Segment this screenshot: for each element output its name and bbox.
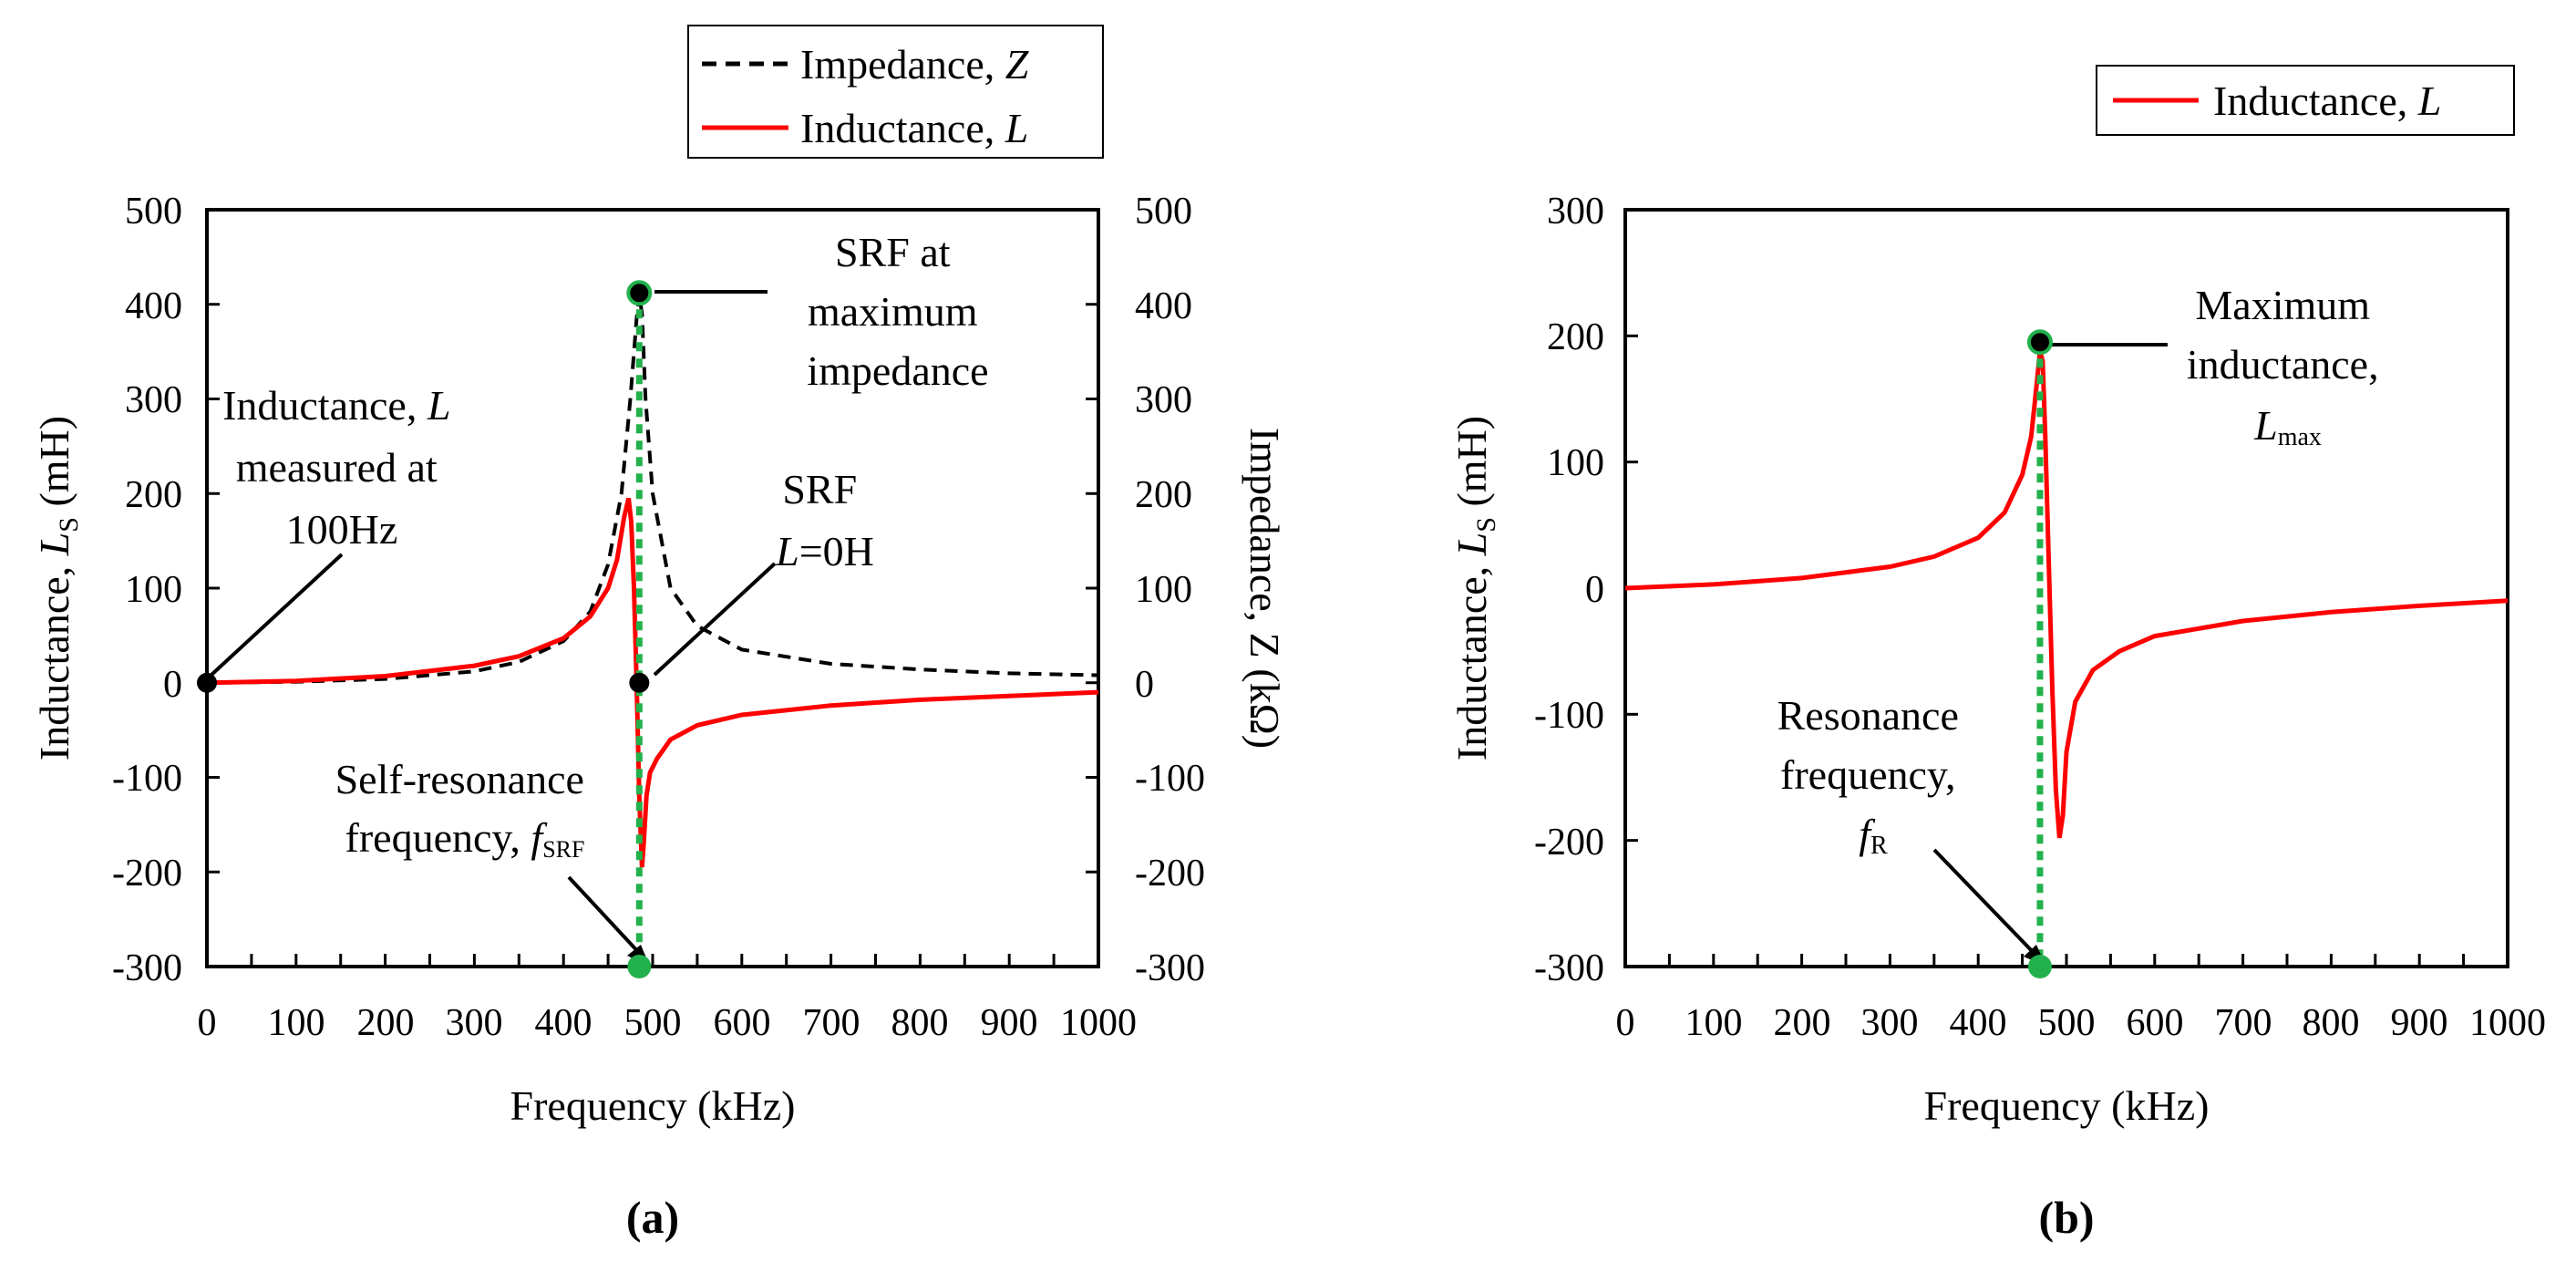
x-tick-a: 500	[624, 1002, 682, 1044]
x-tick-a: 200	[357, 1002, 415, 1044]
y2-tick-a: 300	[1135, 379, 1192, 421]
y-tick-a: -100	[112, 758, 182, 800]
x-tick-a: 900	[981, 1002, 1038, 1044]
x-tick-a: 700	[803, 1002, 860, 1044]
x-tick-b: 400	[1950, 1002, 2007, 1044]
y-tick-a: 100	[125, 569, 182, 611]
pointer-line-fsrf	[567, 875, 643, 957]
inductance-line-b	[1624, 350, 2509, 839]
x-tick-b: 700	[2215, 1002, 2272, 1044]
annotation-100hz: Inductance, L measured at 100Hz	[222, 382, 461, 553]
y-tick-a: -200	[112, 853, 182, 895]
annotation-fsrf: Self-resonance frequency, fSRF	[335, 756, 595, 863]
x-tick-a: 400	[535, 1002, 592, 1044]
panel-label-a: (a)	[626, 1192, 679, 1243]
point-marker-b	[2027, 955, 2052, 978]
y-tick-b: 200	[1547, 316, 1604, 358]
panel-label-b: (b)	[2038, 1192, 2094, 1243]
x-tick-a: 100	[268, 1002, 325, 1044]
x-tick-a: 800	[891, 1002, 949, 1044]
y-tick-a: 300	[125, 379, 182, 421]
point-marker-a	[629, 672, 650, 693]
y-tick-a: 200	[125, 474, 182, 516]
y-tick-a: -300	[112, 947, 182, 989]
y2-axis-label-a: Impedance, Z (kΩ)	[1242, 428, 1288, 749]
y-ticklabels-a: 500 400 300 200 100 0 -100 -200 -300	[112, 191, 182, 989]
legend-a-inductance-label: Inductance, L	[800, 105, 1028, 151]
point-marker-a	[627, 955, 652, 978]
x-tick-b: 500	[2038, 1002, 2096, 1044]
chart-a: Impedance, Z Inductance, L 0 100 200 300…	[31, 25, 1288, 1243]
legend-a-box	[687, 25, 1104, 159]
pointer-line-fr	[1932, 848, 2038, 957]
x-ticklabels-b: 0 100 200 300 400 500 600 700 800 900 10…	[1616, 1002, 2547, 1044]
y2-ticklabels-a: 500 400 300 200 100 0 -100 -200 -300	[1135, 191, 1205, 989]
x-tick-b: 300	[1861, 1002, 1919, 1044]
x-tick-b: 1000	[2469, 1002, 2546, 1044]
x-tick-a: 600	[714, 1002, 771, 1044]
y2-tick-a: 0	[1135, 664, 1154, 706]
y-tick-b: 100	[1547, 442, 1604, 484]
annotation-srf-max: SRF at maximum impedance	[807, 229, 988, 394]
x-tick-a: 0	[198, 1002, 217, 1044]
annotation-lmax: Maximum inductance, Lmax	[2187, 282, 2389, 451]
x-tick-b: 100	[1685, 1002, 1743, 1044]
y2-tick-a: 100	[1135, 569, 1192, 611]
y2-tick-a: 500	[1135, 191, 1192, 233]
annotation-srf-zero: SRF L=0H	[775, 466, 874, 574]
y2-tick-a: -300	[1135, 947, 1205, 989]
y-axis-label-a: Inductance, LS (mH)	[31, 416, 84, 760]
point-marker-a	[197, 672, 217, 693]
y2-tick-a: -100	[1135, 758, 1205, 800]
y-tick-a: 500	[125, 191, 182, 233]
y-tick-b: 0	[1585, 569, 1604, 611]
x-tick-b: 600	[2127, 1002, 2184, 1044]
point-marker-b	[2026, 329, 2053, 356]
chart-b: Inductance, L 0 100 200 300 400 500 600 …	[1448, 65, 2547, 1243]
y-tick-b: 300	[1547, 191, 1604, 233]
pointer-line-srf-zero	[653, 562, 777, 677]
ticks-a	[205, 208, 1100, 968]
y-tick-b: -200	[1534, 822, 1604, 864]
x-tick-a: 300	[446, 1002, 503, 1044]
x-tick-b: 200	[1774, 1002, 1831, 1044]
y-tick-b: -100	[1534, 695, 1604, 737]
x-axis-label-b: Frequency (kHz)	[1924, 1082, 2210, 1129]
ticks-b	[1623, 208, 2509, 968]
annotation-fr: Resonance frequency, fR	[1777, 692, 1970, 860]
y-tick-b: -300	[1534, 947, 1604, 989]
y2-tick-a: 200	[1135, 474, 1192, 516]
x-tick-b: 900	[2391, 1002, 2448, 1044]
x-tick-a: 1000	[1060, 1002, 1137, 1044]
legend-a-impedance-label: Impedance, Z	[800, 41, 1029, 88]
y-axis-label-b: Inductance, LS (mH)	[1448, 416, 1501, 760]
x-tick-b: 800	[2303, 1002, 2360, 1044]
y2-tick-a: -200	[1135, 853, 1205, 895]
y-ticklabels-b: 300 200 100 0 -100 -200 -300	[1534, 191, 1604, 989]
x-axis-label-a: Frequency (kHz)	[510, 1082, 796, 1129]
pointer-line-100hz	[210, 553, 344, 677]
point-marker-a	[626, 280, 653, 306]
x-ticklabels-a: 0 100 200 300 400 500 600 700 800 900 10…	[198, 1002, 1138, 1044]
impedance-line-a	[206, 295, 1099, 685]
legend-b-inductance-label: Inductance, L	[2213, 78, 2441, 124]
y-tick-a: 400	[125, 285, 182, 327]
x-tick-b: 0	[1616, 1002, 1635, 1044]
y-tick-a: 0	[163, 664, 182, 706]
y2-tick-a: 400	[1135, 285, 1192, 327]
